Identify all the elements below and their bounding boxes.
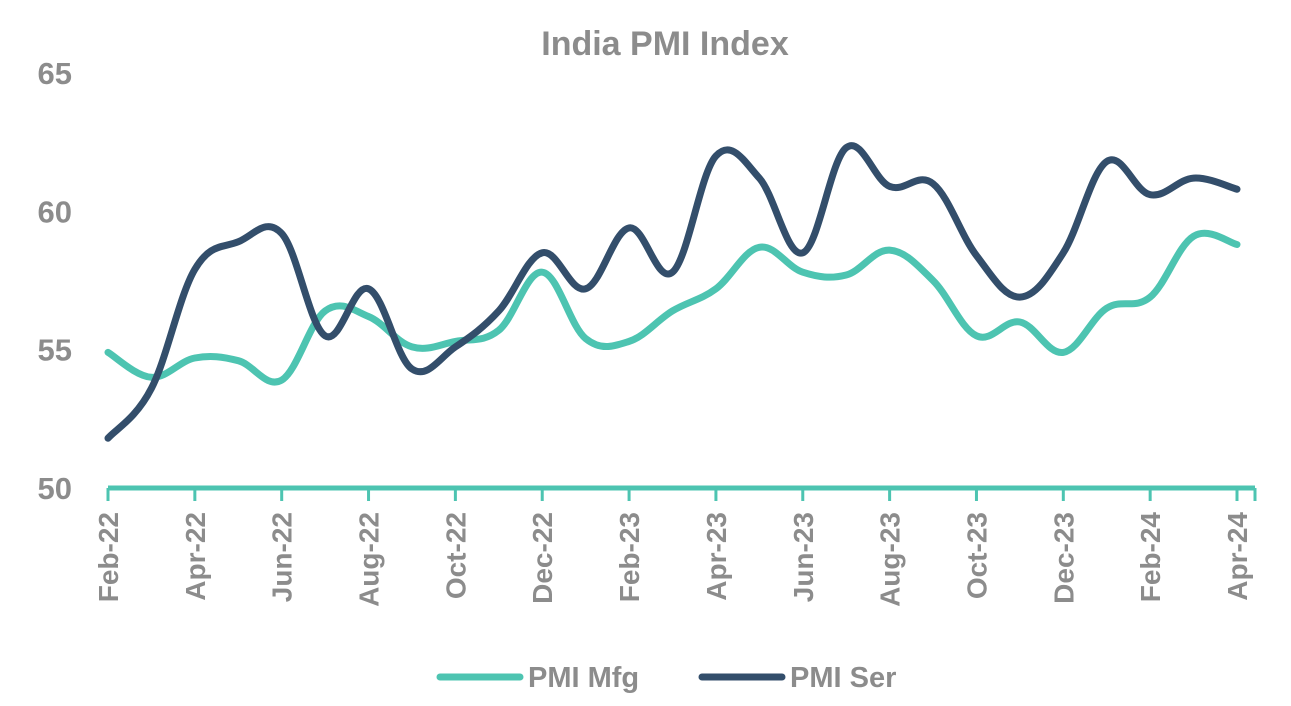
x-axis-ticks: Feb-22 Apr-22 Jun-22 Aug-22 Oct-22 Dec-22 Feb-… <box>93 512 1253 607</box>
x-tick-label: Feb-23 <box>614 512 645 602</box>
chart-title: India PMI Index <box>541 25 789 63</box>
x-tick-label: Feb-24 <box>1135 512 1166 603</box>
y-tick-label: 50 <box>38 471 72 506</box>
legend-label: PMI Ser <box>790 662 896 694</box>
x-tick-label: Aug-23 <box>875 512 906 607</box>
x-axis <box>106 485 1257 501</box>
x-tick-label: Aug-22 <box>354 512 385 607</box>
x-tick-label: Jun-22 <box>267 512 298 602</box>
x-tick-label: Apr-22 <box>180 512 211 601</box>
series-line-pmi-ser <box>104 142 1241 442</box>
y-tick-label: 55 <box>38 333 72 368</box>
x-tick-label: Dec-23 <box>1048 512 1079 604</box>
y-axis-ticks: 50 55 60 65 <box>38 56 72 506</box>
y-tick-label: 65 <box>38 56 72 91</box>
x-tick-label: Oct-22 <box>440 512 471 599</box>
y-tick-label: 60 <box>38 194 72 229</box>
x-tick-label: Dec-22 <box>527 512 558 604</box>
x-tick-label: Feb-22 <box>93 512 124 602</box>
x-tick-label: Jun-23 <box>788 512 819 602</box>
x-tick-label: Apr-23 <box>701 512 732 601</box>
series-lines <box>104 142 1241 442</box>
legend-label: PMI Mfg <box>528 662 639 694</box>
x-tick-label: Apr-24 <box>1222 512 1253 601</box>
series-line-pmi-mfg <box>104 229 1241 386</box>
legend: PMI Mfg PMI Ser <box>436 662 896 694</box>
x-tick-label: Oct-23 <box>961 512 992 599</box>
